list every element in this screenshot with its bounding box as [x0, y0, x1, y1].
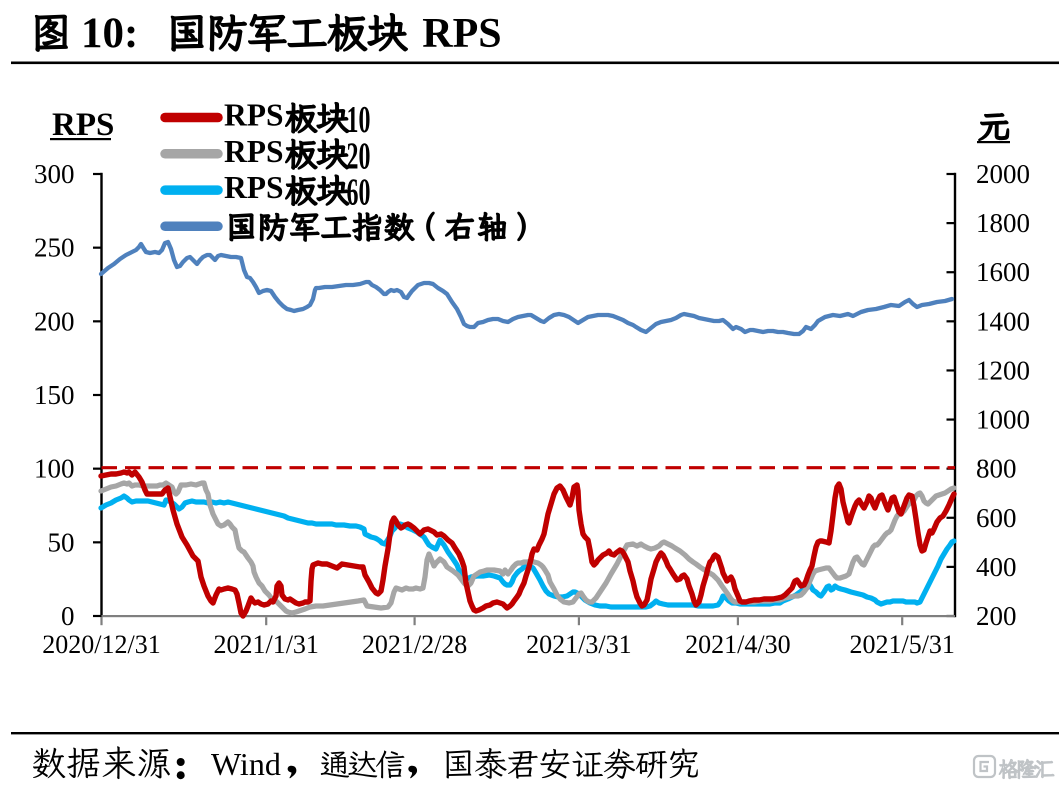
svg-text:Wind: Wind — [211, 746, 281, 782]
svg-text:800: 800 — [976, 454, 1017, 484]
svg-text:1200: 1200 — [976, 355, 1030, 385]
svg-text:300: 300 — [34, 159, 75, 189]
svg-text:400: 400 — [976, 552, 1017, 582]
svg-text:10: 10 — [347, 98, 371, 140]
svg-text:150: 150 — [34, 380, 75, 410]
svg-text:2021/2/28: 2021/2/28 — [362, 630, 467, 659]
svg-text:2000: 2000 — [976, 159, 1030, 189]
svg-text:2021/1/31: 2021/1/31 — [213, 630, 318, 659]
svg-text:200: 200 — [976, 601, 1017, 631]
svg-text:RPS: RPS — [224, 98, 284, 133]
svg-text:RPS: RPS — [224, 170, 284, 205]
svg-text:1000: 1000 — [976, 405, 1030, 435]
svg-text:0: 0 — [61, 601, 75, 631]
svg-text:600: 600 — [976, 503, 1017, 533]
svg-text:2021/5/31: 2021/5/31 — [849, 630, 954, 659]
svg-text:20: 20 — [347, 135, 371, 177]
svg-text:200: 200 — [34, 306, 75, 336]
svg-text:2021/3/31: 2021/3/31 — [526, 630, 631, 659]
svg-text:RPS: RPS — [422, 11, 501, 57]
svg-text:60: 60 — [347, 171, 371, 213]
svg-text:RPS: RPS — [224, 134, 284, 169]
svg-text:2021/4/30: 2021/4/30 — [685, 630, 790, 659]
svg-text:250: 250 — [34, 233, 75, 263]
svg-text:50: 50 — [48, 527, 75, 557]
svg-text:RPS: RPS — [52, 107, 114, 143]
svg-text:100: 100 — [34, 454, 75, 484]
svg-text:1600: 1600 — [976, 257, 1030, 287]
svg-text:1800: 1800 — [976, 208, 1030, 238]
svg-text:10:: 10: — [81, 10, 138, 57]
svg-text:1400: 1400 — [976, 306, 1030, 336]
svg-text:2020/12/31: 2020/12/31 — [42, 630, 160, 659]
